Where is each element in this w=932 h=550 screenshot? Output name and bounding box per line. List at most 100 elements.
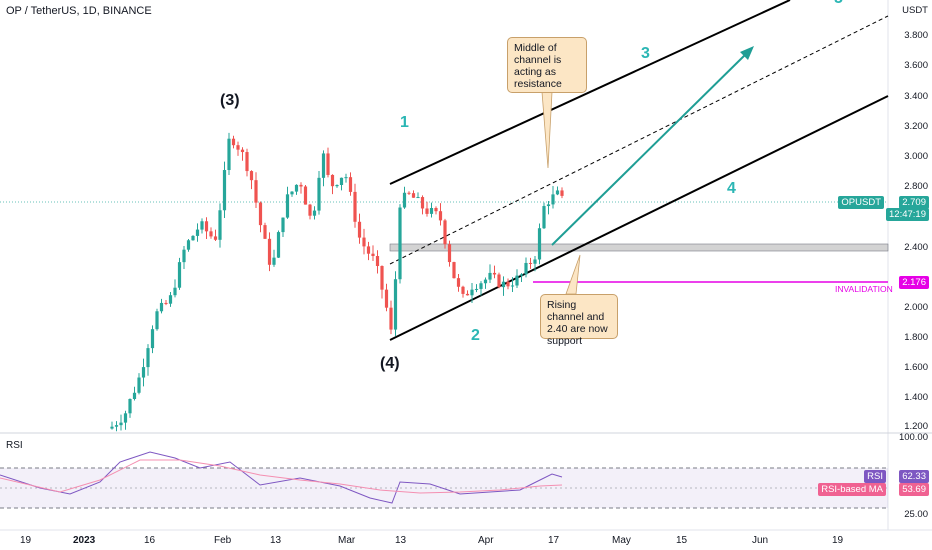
candle-body bbox=[416, 197, 420, 199]
projection-arrow[interactable] bbox=[551, 51, 749, 246]
resistance-callout[interactable]: Middle of channel is acting as resistanc… bbox=[507, 37, 587, 93]
x-label: 19 bbox=[20, 535, 32, 546]
candle-body bbox=[330, 174, 335, 187]
candle-body bbox=[258, 202, 263, 226]
candle-body bbox=[456, 278, 461, 287]
candle-body bbox=[321, 153, 326, 178]
rsi-pane-label: RSI bbox=[6, 440, 23, 451]
rsi-band bbox=[0, 468, 888, 508]
candle-body bbox=[263, 225, 267, 239]
candle-body bbox=[402, 192, 407, 208]
candle-body bbox=[281, 217, 285, 233]
candle-body bbox=[353, 191, 357, 222]
candle-body bbox=[492, 272, 497, 275]
candle-body bbox=[110, 426, 114, 429]
candle-body bbox=[276, 232, 281, 258]
candle-body bbox=[362, 237, 366, 247]
channel-upper-line[interactable] bbox=[389, 0, 791, 185]
candle-body bbox=[438, 211, 443, 221]
candle-body bbox=[285, 194, 290, 218]
rsi-lines bbox=[0, 451, 563, 504]
candle-body bbox=[407, 192, 411, 194]
candle-body bbox=[339, 177, 344, 185]
candle-body bbox=[483, 279, 488, 284]
candle-body bbox=[141, 367, 146, 378]
candle-body bbox=[411, 193, 416, 198]
candle-body bbox=[344, 177, 348, 179]
candle-body bbox=[501, 281, 506, 288]
support-callout[interactable]: Rising channel and 2.40 are now support bbox=[540, 294, 618, 347]
candle-body bbox=[551, 194, 555, 205]
candle-body bbox=[155, 311, 159, 330]
x-label: May bbox=[612, 535, 631, 546]
candle-body bbox=[398, 207, 402, 280]
candle-body bbox=[447, 244, 452, 263]
currency-label: USDT bbox=[902, 5, 928, 16]
candle-body bbox=[240, 149, 245, 153]
candle-body bbox=[272, 257, 276, 265]
candle-body bbox=[218, 210, 222, 240]
candle-body bbox=[474, 288, 479, 290]
channel-lower-line[interactable] bbox=[389, 95, 889, 341]
candle-body bbox=[119, 422, 123, 426]
channel-middle-line[interactable] bbox=[389, 15, 889, 265]
candle-body bbox=[128, 399, 132, 414]
candle-body bbox=[510, 285, 515, 287]
rsi-level-25: 25.00 bbox=[904, 509, 928, 520]
candle-body bbox=[204, 221, 209, 232]
candle-body bbox=[533, 259, 537, 264]
wave-label-5: 5 bbox=[834, 0, 843, 8]
candle-body bbox=[443, 220, 447, 245]
candle-body bbox=[429, 207, 434, 214]
candle-body bbox=[114, 425, 119, 427]
x-label: 13 bbox=[395, 535, 407, 546]
wave-label-3: 3 bbox=[641, 45, 650, 62]
y-label: 3.800 bbox=[904, 30, 928, 41]
candle-body bbox=[159, 302, 164, 312]
candle-body bbox=[528, 262, 533, 264]
candle-body bbox=[461, 286, 465, 294]
candle-body bbox=[299, 184, 303, 187]
candle-body bbox=[195, 229, 200, 236]
y-label: 1.800 bbox=[904, 332, 928, 343]
candle-body bbox=[506, 281, 510, 287]
candle-body bbox=[335, 184, 339, 187]
rsi-name-tag: RSI bbox=[864, 470, 886, 483]
candle-body bbox=[384, 289, 389, 308]
candle-body bbox=[488, 272, 492, 280]
candle-body bbox=[308, 204, 312, 216]
candle-body bbox=[303, 186, 308, 205]
x-label: Mar bbox=[338, 535, 356, 546]
candles bbox=[110, 132, 564, 432]
x-label: Apr bbox=[478, 535, 494, 546]
candle-body bbox=[236, 145, 240, 150]
candle-body bbox=[249, 171, 254, 181]
candle-body bbox=[191, 235, 195, 241]
candle-body bbox=[326, 153, 330, 175]
y-label: 3.400 bbox=[904, 91, 928, 102]
y-label: 1.600 bbox=[904, 362, 928, 373]
wave-label-3-major: (3) bbox=[220, 92, 240, 109]
support-zone bbox=[389, 243, 889, 252]
last-price-tag: 2.709 bbox=[899, 196, 929, 209]
candle-body bbox=[497, 274, 501, 288]
candle-body bbox=[227, 138, 231, 171]
x-label: 17 bbox=[548, 535, 560, 546]
candle-body bbox=[164, 302, 168, 304]
y-label: 1.200 bbox=[904, 421, 928, 432]
candle-body bbox=[137, 377, 141, 393]
candle-body bbox=[560, 190, 564, 196]
candle-body bbox=[294, 184, 299, 192]
candle-body bbox=[479, 283, 483, 289]
candle-body bbox=[245, 152, 249, 172]
candle-body bbox=[366, 246, 371, 254]
candle-body bbox=[537, 228, 542, 260]
x-label: 2023 bbox=[73, 535, 96, 546]
symbol-tag: OPUSDT bbox=[838, 196, 884, 209]
candle-body bbox=[542, 206, 546, 229]
candle-body bbox=[425, 208, 429, 214]
candle-body bbox=[267, 238, 272, 265]
candle-body bbox=[348, 177, 353, 192]
candle-body bbox=[312, 210, 317, 216]
